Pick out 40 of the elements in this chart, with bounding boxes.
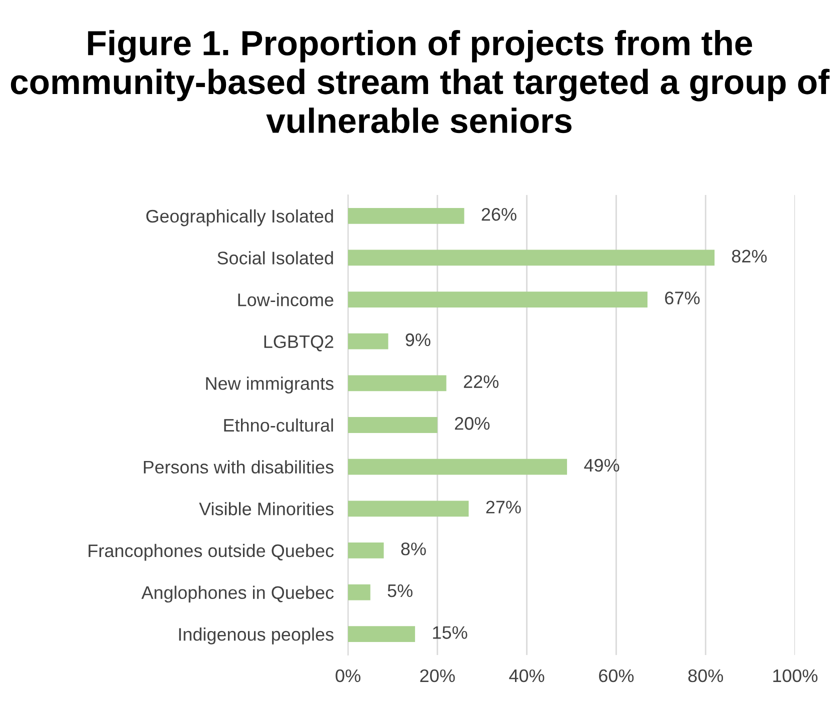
data-label: 82% xyxy=(732,250,767,263)
y-tick-label: Low-income xyxy=(238,293,334,306)
chart-title: Figure 1. Proportion of projects from the community-based stream that targeted a group of vulnerable seniors xyxy=(10,30,830,134)
bar xyxy=(348,250,715,266)
data-label: 49% xyxy=(584,458,620,472)
bar xyxy=(348,584,370,600)
y-tick-label: Indigenous peoples xyxy=(179,628,334,644)
y-tick-label: Francophones outside Quebec xyxy=(88,544,334,561)
x-tick-label: 0% xyxy=(336,669,360,682)
y-tick-label: Geographically Isolated xyxy=(146,209,333,226)
bar xyxy=(348,500,469,517)
x-tick-label: 60% xyxy=(599,669,634,682)
y-tick-label: Anglophones in Quebec xyxy=(141,586,334,603)
data-label: 27% xyxy=(486,500,521,514)
x-tick-label: 80% xyxy=(688,669,724,682)
bar xyxy=(348,333,388,350)
bar xyxy=(348,375,446,392)
y-tick-label: Persons with disabilities xyxy=(144,460,334,474)
data-label: 9% xyxy=(406,333,430,346)
data-label: 15% xyxy=(433,626,468,639)
bar xyxy=(348,292,648,308)
bar xyxy=(348,626,416,642)
data-label: 20% xyxy=(454,417,490,430)
bar xyxy=(348,208,464,224)
y-tick-label: LGBTQ2 xyxy=(264,335,334,352)
x-tick-label: 100% xyxy=(773,669,818,682)
bar xyxy=(348,542,384,558)
y-tick-label: Ethno-cultural xyxy=(224,418,333,432)
y-tick-label: New immigrants xyxy=(206,376,334,394)
y-tick-label: Social Isolated xyxy=(218,251,333,264)
y-tick-label: Visible Minorities xyxy=(199,502,334,516)
data-label: 67% xyxy=(665,292,700,304)
bar xyxy=(348,458,568,475)
bar xyxy=(348,417,438,433)
x-tick-label: 40% xyxy=(509,669,544,682)
x-tick-label: 20% xyxy=(420,669,455,682)
data-label: 8% xyxy=(401,542,426,556)
data-label: 26% xyxy=(482,208,516,221)
data-label: 22% xyxy=(464,375,498,388)
data-label: 5% xyxy=(388,584,412,598)
